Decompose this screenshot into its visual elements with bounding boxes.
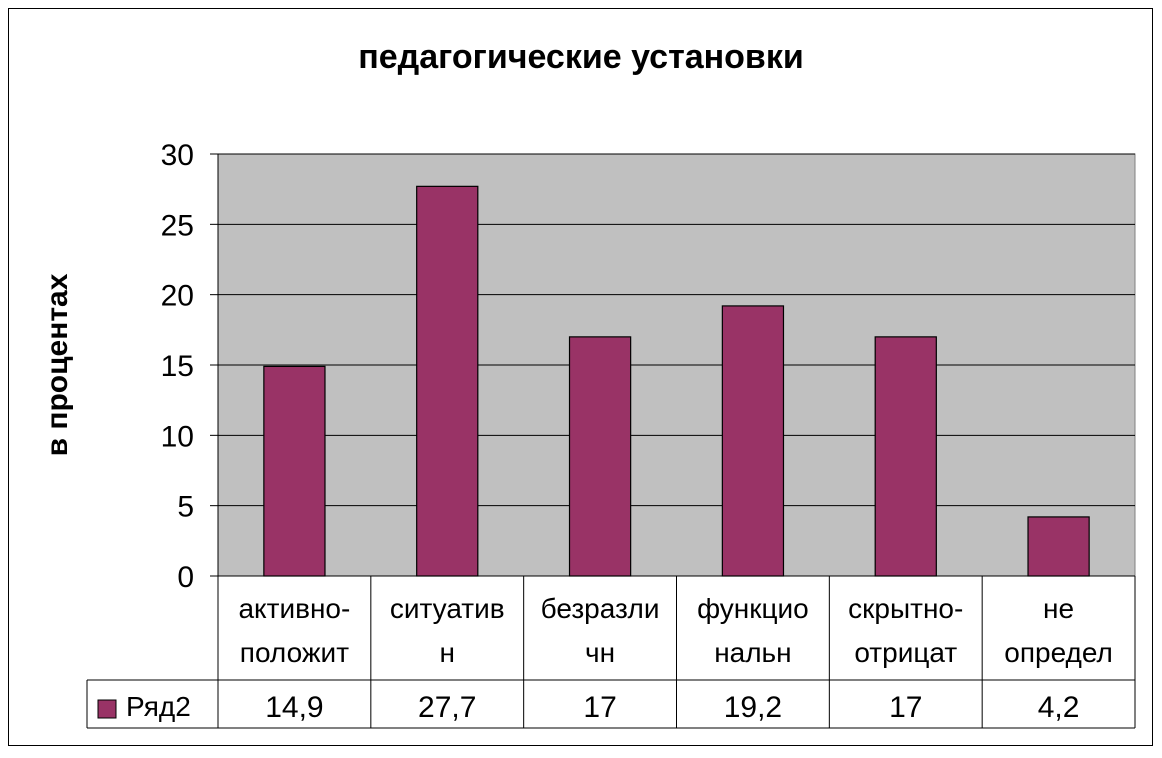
category-label: нальн (714, 637, 791, 668)
bar (1027, 516, 1090, 577)
category-label: чн (585, 637, 615, 668)
y-tick-label: 15 (161, 350, 194, 383)
y-tick-label: 30 (161, 139, 194, 172)
y-tick-label: 20 (161, 280, 194, 313)
category-label: безразли (541, 593, 660, 624)
data-table-value: 4,2 (1038, 691, 1080, 724)
category-label: активно- (238, 593, 350, 624)
category-label: ситуатив (390, 593, 505, 624)
bar (568, 336, 632, 577)
category-label: функцио (697, 593, 809, 624)
legend-label: Ряд2 (126, 691, 191, 722)
category-label: отрицат (854, 637, 957, 668)
category-label: определ (1004, 637, 1113, 668)
data-table-value: 14,9 (265, 691, 323, 724)
data-table-value: 19,2 (724, 691, 782, 724)
bar (416, 185, 479, 577)
category-label: не (1043, 593, 1074, 624)
data-table-value: 17 (889, 691, 922, 724)
bar (263, 365, 326, 577)
chart-title: педагогические установки (358, 38, 804, 76)
bar (874, 336, 937, 577)
data-table-value: 27,7 (418, 691, 476, 724)
y-tick-label: 5 (177, 491, 194, 524)
bar (721, 305, 785, 577)
y-tick-label: 0 (177, 561, 194, 594)
y-tick-label: 10 (161, 420, 194, 453)
category-label: н (440, 637, 455, 668)
legend-swatch (97, 699, 117, 719)
category-label: скрытно- (848, 593, 963, 624)
data-table-value: 17 (583, 691, 616, 724)
category-label: положит (240, 637, 349, 668)
y-tick-label: 25 (161, 209, 194, 242)
